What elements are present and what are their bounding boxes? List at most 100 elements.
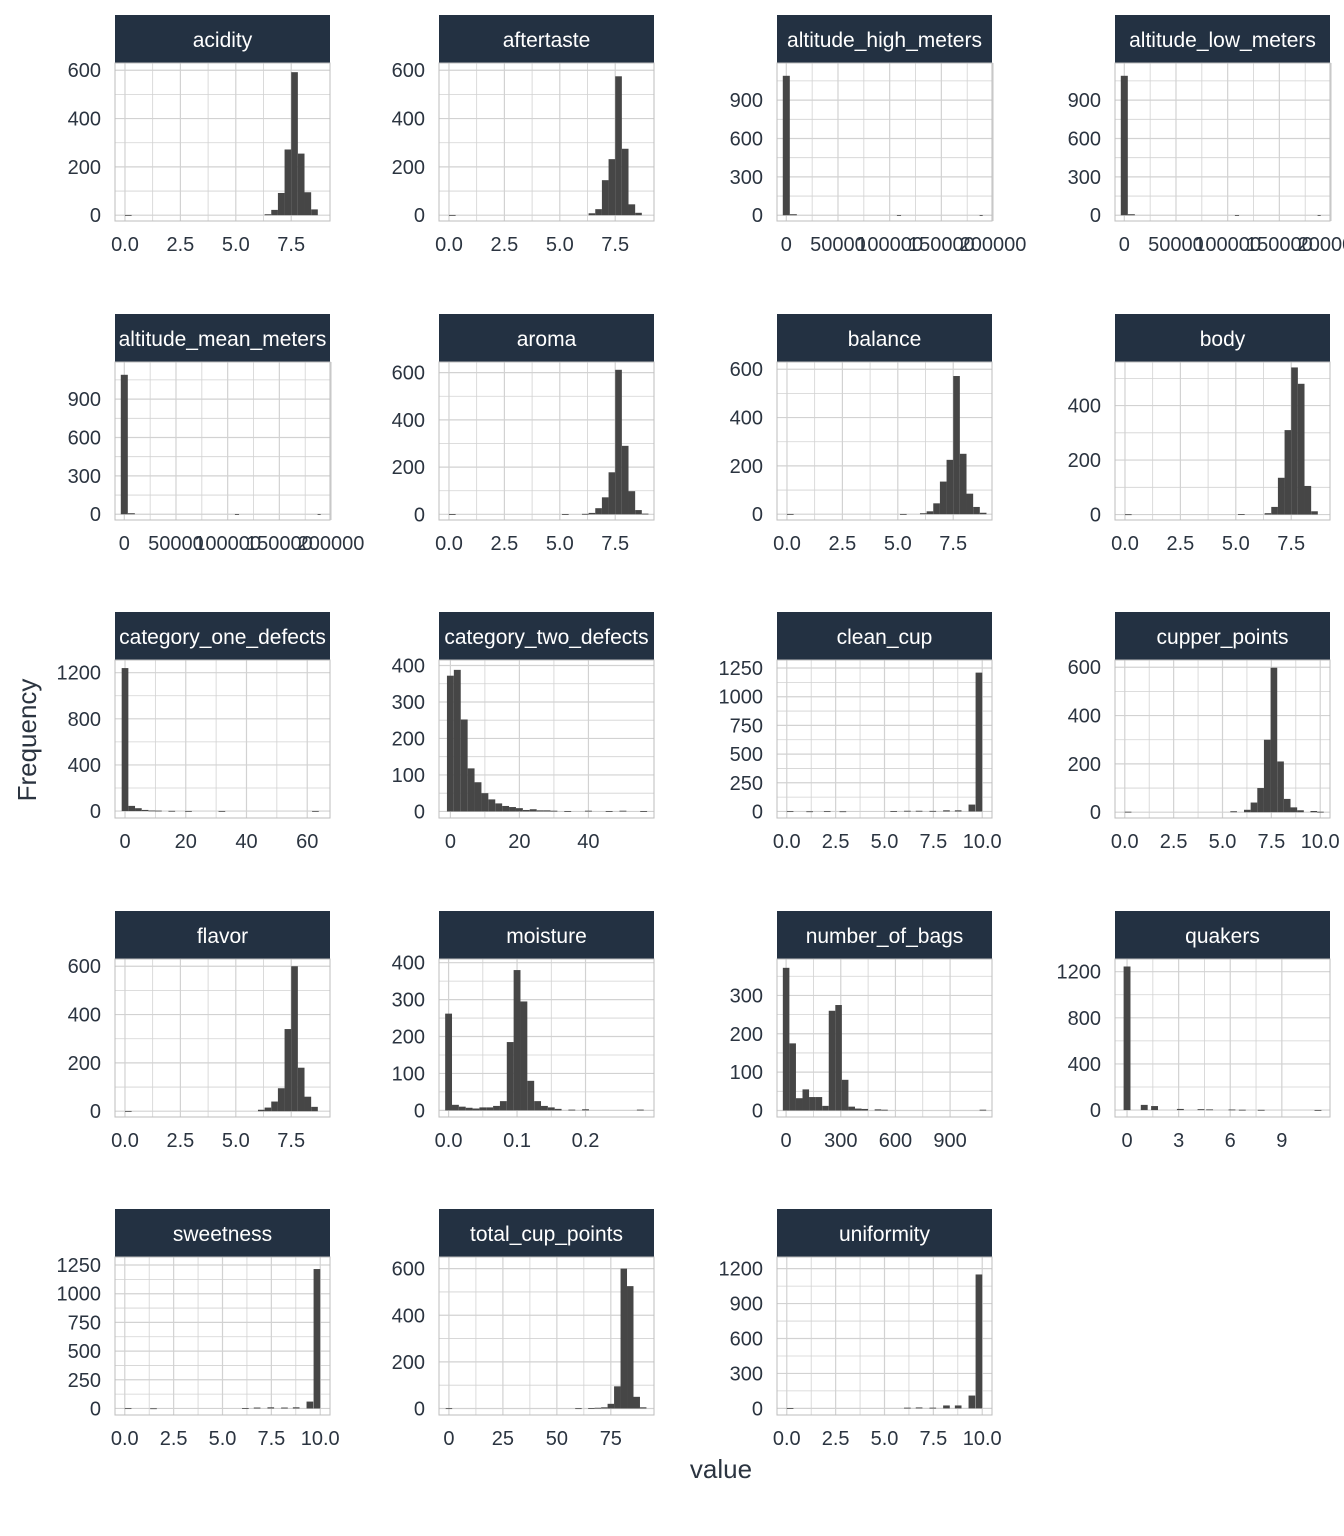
x-tick-label: 5.0 — [209, 1428, 237, 1450]
histogram-bar — [575, 1408, 582, 1410]
histogram-bar — [582, 1109, 589, 1111]
x-tick-label: 100000 — [194, 533, 261, 555]
x-tick-label: 100000 — [1194, 234, 1261, 256]
histogram-bar — [486, 1107, 494, 1111]
y-tick-label: 400 — [1068, 396, 1101, 418]
histogram-bar — [822, 1105, 829, 1111]
y-tick-label: 600 — [68, 60, 101, 82]
facet-strip-label: uniformity — [839, 1223, 931, 1246]
y-tick-label: 300 — [392, 990, 425, 1012]
y-tick-label: 500 — [730, 744, 763, 766]
histogram-bar — [1310, 810, 1318, 813]
histogram-bar — [1317, 215, 1321, 216]
x-tick-label: 7.5 — [939, 533, 967, 555]
histogram-bar — [568, 1109, 576, 1111]
x-tick-label: 0.0 — [111, 1130, 139, 1152]
histogram-bar — [1283, 798, 1291, 813]
histogram-bar — [529, 809, 537, 812]
histogram-bar — [828, 1010, 836, 1111]
x-tick-label: 50 — [546, 1428, 568, 1450]
x-tick-label: 0 — [1119, 234, 1130, 256]
y-tick-label: 750 — [730, 715, 763, 737]
facet-strip — [1115, 612, 1330, 660]
x-tick-label: 7.5 — [919, 1428, 947, 1450]
histogram-bar — [620, 1268, 628, 1409]
histogram-bar — [601, 180, 609, 216]
histogram-bar — [253, 1407, 261, 1409]
histogram-bar — [861, 1108, 869, 1111]
histogram-bar — [562, 514, 569, 515]
histogram-bar — [313, 1269, 321, 1409]
y-tick-label: 0 — [752, 1398, 763, 1420]
histogram-bar — [1123, 966, 1131, 1111]
panel-border — [114, 1256, 331, 1416]
facet-strip — [1115, 911, 1330, 959]
histogram-bar — [150, 1408, 157, 1410]
facet-strip-label: quakers — [1185, 925, 1260, 948]
histogram-bar — [943, 1405, 950, 1409]
y-tick-label: 200 — [392, 157, 425, 179]
facet-panel-category-one-defects: category_one_defects 0 20 40 60 0 400 800 1200 — [57, 612, 331, 853]
histogram-bar — [534, 1101, 542, 1111]
x-tick-label: 10.0 — [301, 1428, 340, 1450]
histogram-bar — [127, 513, 135, 515]
x-tick-label: 200000 — [1298, 234, 1344, 256]
facet-panel-altitude-mean-meters: altitude_mean_meters 0 5000010000015000020… — [68, 314, 364, 555]
facet-panel-aroma: aroma 0.0 2.5 5.0 7.5 0 200 400 600 — [392, 314, 655, 555]
histogram-bar — [973, 506, 980, 515]
histogram-bar — [1250, 802, 1258, 813]
x-tick-label: 0.0 — [111, 234, 139, 256]
facet-panel-cupper-points: cupper_points 0.0 2.5 5.0 7.5 10.0 0 200 400 600 — [1068, 612, 1340, 853]
facet-strip-label: altitude_low_meters — [1129, 29, 1316, 52]
histogram-bar — [124, 1110, 132, 1112]
histogram-bar — [312, 810, 319, 812]
y-tick-label: 0 — [90, 801, 101, 823]
y-tick-label: 1000 — [57, 1284, 102, 1306]
histogram-bar — [968, 804, 976, 812]
y-tick-label: 0 — [90, 205, 101, 227]
y-tick-label: 0 — [752, 504, 763, 526]
x-tick-label: 2.5 — [166, 234, 194, 256]
histogram-bar — [277, 192, 285, 216]
histogram-bar — [786, 513, 794, 515]
y-tick-label: 0 — [414, 1398, 425, 1420]
histogram-bar — [933, 503, 940, 515]
x-tick-label: 150000 — [1246, 234, 1313, 256]
facet-strip-label: cupper_points — [1157, 626, 1289, 649]
histogram-bar — [809, 1097, 816, 1111]
y-tick-label: 300 — [730, 167, 763, 189]
facet-strip — [1115, 314, 1330, 362]
histogram-bar — [635, 510, 642, 515]
y-tick-label: 0 — [414, 801, 425, 823]
histogram-bar — [124, 1408, 132, 1410]
histogram-bar — [881, 1109, 888, 1111]
facet-strip-label: clean_cup — [837, 626, 933, 649]
histogram-bar — [474, 782, 482, 812]
histogram-bar — [581, 513, 589, 515]
x-tick-label: 0.0 — [111, 1428, 139, 1450]
panel-border — [438, 361, 655, 521]
facet-strip — [115, 612, 330, 660]
y-tick-label: 400 — [392, 1305, 425, 1327]
histogram-bar — [520, 1001, 528, 1111]
histogram-bar — [509, 807, 516, 812]
panel-border — [776, 958, 993, 1118]
facet-strip — [115, 911, 330, 959]
facet-strip — [777, 314, 992, 362]
y-tick-label: 400 — [1068, 1054, 1101, 1076]
x-tick-label: 2.5 — [490, 234, 518, 256]
x-tick-label: 100000 — [856, 234, 923, 256]
histogram-bar — [890, 811, 898, 812]
histogram-bar — [481, 793, 489, 812]
x-tick-label: 2.5 — [1166, 533, 1194, 555]
y-tick-label: 200 — [392, 1027, 425, 1049]
histogram-bar — [795, 1098, 803, 1111]
histogram-bar — [975, 672, 983, 812]
histogram-bar — [607, 1403, 615, 1409]
y-tick-label: 1000 — [719, 687, 764, 709]
x-tick-label: 0.0 — [773, 831, 801, 853]
histogram-bar — [1120, 75, 1128, 216]
histogram-bar — [619, 810, 627, 812]
x-tick-label: 25 — [492, 1428, 514, 1450]
